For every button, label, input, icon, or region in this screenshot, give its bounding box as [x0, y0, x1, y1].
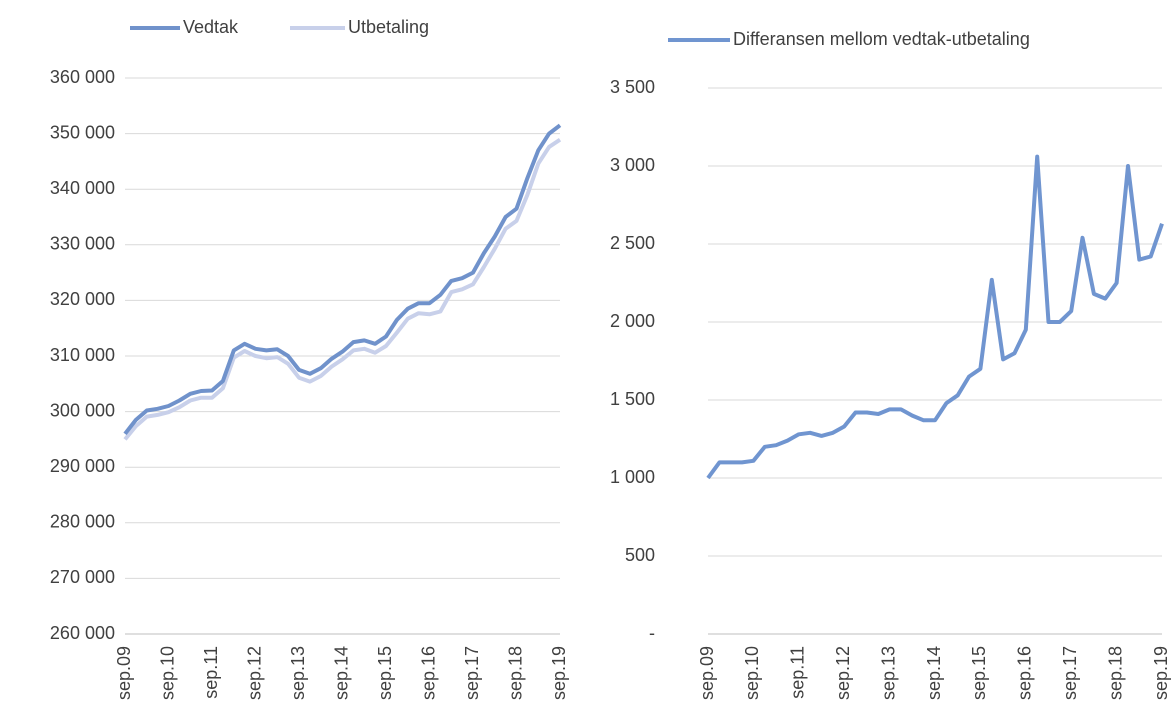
legend-label: Differansen mellom vedtak-utbetaling: [733, 29, 1030, 49]
y-tick-label: 2 500: [610, 233, 655, 253]
x-tick-label: sep.16: [1015, 646, 1035, 700]
x-tick-label: sep.12: [833, 646, 853, 700]
y-tick-label: 280 000: [50, 512, 115, 532]
y-tick-label: 310 000: [50, 345, 115, 365]
x-tick-label: sep.11: [201, 646, 221, 699]
x-tick-label: sep.19: [1151, 646, 1171, 700]
x-tick-label: sep.14: [924, 646, 944, 700]
legend-label: Utbetaling: [348, 17, 429, 37]
y-tick-label: 500: [625, 545, 655, 565]
y-tick-label: 360 000: [50, 67, 115, 87]
y-tick-label: -: [649, 623, 655, 643]
data-line: [123, 138, 562, 441]
y-tick-label: 270 000: [50, 567, 115, 587]
x-tick-label: sep.18: [1105, 646, 1125, 700]
x-tick-label: sep.16: [418, 646, 438, 700]
x-tick-label: sep.09: [114, 646, 134, 700]
x-tick-label: sep.17: [1060, 646, 1080, 700]
y-tick-label: 2 000: [610, 311, 655, 331]
y-tick-label: 320 000: [50, 289, 115, 309]
y-tick-label: 1 000: [610, 467, 655, 487]
y-tick-label: 350 000: [50, 122, 115, 142]
y-tick-label: 260 000: [50, 623, 115, 643]
y-tick-label: 3 000: [610, 155, 655, 175]
x-tick-label: sep.11: [788, 646, 808, 699]
x-tick-label: sep.09: [697, 646, 717, 700]
x-tick-label: sep.13: [288, 646, 308, 700]
x-tick-label: sep.17: [462, 646, 482, 700]
y-tick-label: 300 000: [50, 400, 115, 420]
x-tick-label: sep.10: [742, 646, 762, 700]
x-tick-label: sep.15: [969, 646, 989, 700]
y-tick-label: 3 500: [610, 77, 655, 97]
x-tick-label: sep.12: [244, 646, 264, 700]
x-tick-label: sep.10: [157, 646, 177, 700]
y-tick-label: 290 000: [50, 456, 115, 476]
y-tick-label: 340 000: [50, 178, 115, 198]
x-tick-label: sep.13: [878, 646, 898, 700]
data-line: [706, 154, 1164, 480]
x-tick-label: sep.18: [505, 646, 525, 700]
legend-label: Vedtak: [183, 17, 239, 37]
x-tick-label: sep.15: [375, 646, 395, 700]
data-line: [123, 123, 562, 436]
y-tick-label: 1 500: [610, 389, 655, 409]
y-tick-label: 330 000: [50, 234, 115, 254]
x-tick-label: sep.19: [549, 646, 569, 700]
x-tick-label: sep.14: [331, 646, 351, 700]
